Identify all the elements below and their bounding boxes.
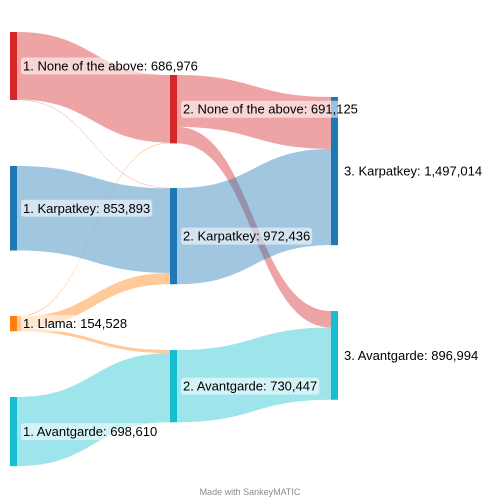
node-label-n1_llama: 1. Llama: 154,528	[23, 316, 127, 331]
node-n3_avant	[331, 311, 338, 400]
flow-n2_avant-to-n3_avant	[177, 327, 331, 423]
flow-n2_none-to-n3_avant	[177, 126, 331, 328]
flow-n1_none-to-n2_karp	[17, 99, 170, 189]
flow-n1_avant-to-n2_avant	[17, 353, 170, 467]
node-label-bg	[21, 315, 130, 333]
node-label-n3_karp: 3. Karpatkey: 1,497,014	[344, 164, 482, 179]
node-label-bg	[181, 227, 313, 245]
node-label-bg	[342, 346, 481, 364]
node-label-n1_karp: 1. Karpatkey: 853,893	[23, 201, 150, 216]
node-label-bg	[181, 377, 320, 395]
flow-n1_llama-to-n2_karp	[17, 273, 170, 329]
node-label-bg	[342, 162, 485, 180]
node-labels: 1. None of the above: 686,976 1. Karpatke…	[21, 57, 485, 441]
node-label-n1_avant: 1. Avantgarde: 698,610	[23, 424, 157, 439]
node-n1_avant	[10, 397, 17, 467]
node-label-n2_karp: 2. Karpatkey: 972,436	[183, 229, 310, 244]
node-n3_karp	[331, 97, 338, 246]
flow-n1_none-to-n2_none	[17, 32, 170, 143]
node-label-bg	[21, 199, 153, 217]
node-n2_karp	[170, 188, 177, 285]
node-label-bg	[21, 423, 160, 441]
node-n1_llama	[10, 316, 17, 332]
node-n2_avant	[170, 350, 177, 423]
flow-n1_llama-to-n2_avant	[17, 328, 170, 354]
node-n1_karp	[10, 166, 17, 251]
flow-n1_llama-to-n2_none	[17, 142, 170, 317]
node-n2_none	[170, 75, 177, 144]
credit-text: Made with SankeyMATIC	[200, 487, 301, 497]
node-label-bg	[181, 100, 360, 118]
node-label-n3_avant: 3. Avantgarde: 896,994	[344, 348, 478, 363]
flow-n2_karp-to-n3_karp	[177, 148, 331, 285]
node-label-bg	[21, 57, 200, 75]
flow-n1_karp-to-n2_karp	[17, 166, 170, 274]
node-n1_none	[10, 32, 17, 100]
node-label-n2_none: 2. None of the above: 691,125	[183, 102, 358, 117]
node-label-n2_avant: 2. Avantgarde: 730,447	[183, 379, 317, 394]
node-bars	[10, 32, 338, 467]
node-label-n1_none: 1. None of the above: 686,976	[23, 59, 198, 74]
